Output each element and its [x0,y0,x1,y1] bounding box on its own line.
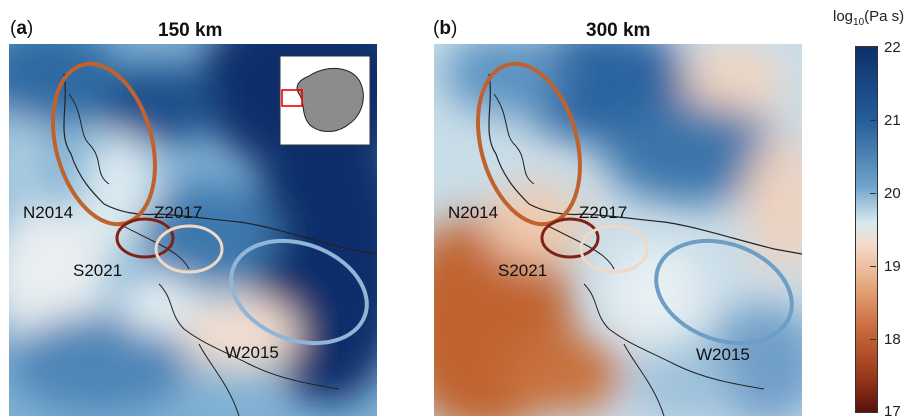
colorbar-tick-label: 17 [884,403,901,420]
panel-a-letter: (a) [10,18,34,39]
colorbar-tick-label: 18 [884,331,901,348]
colorbar-tick [870,266,876,267]
panel-b-letter: (b) [433,18,458,39]
label-w2015: W2015 [696,345,750,364]
colorbar-tick-label: 20 [884,185,901,202]
label-z2017: Z2017 [579,203,627,222]
region-z2017-ellipse [154,224,224,274]
label-w2015: W2015 [225,343,279,362]
panel-b-title: 300 km [586,20,651,41]
panel-b-map: N2014 Z2017 S2021 W2015 [434,44,802,416]
colorbar-tick-label: 22 [884,39,901,56]
region-w2015-ellipse [654,238,794,346]
colorbar-tick [870,47,876,48]
colorbar-title: log10(Pa s) [833,8,905,28]
label-n2014: N2014 [448,203,498,222]
region-s2021-ellipse [115,217,175,259]
label-z2017: Z2017 [154,203,202,222]
colorbar [855,46,878,413]
label-n2014: N2014 [23,203,73,222]
label-s2021: S2021 [498,261,547,280]
colorbar-tick-label: 21 [884,112,901,129]
region-z2017-ellipse [579,224,649,274]
colorbar-tick [870,193,876,194]
colorbar-tick [870,339,876,340]
panel-a-map: N2014 Z2017 S2021 W2015 [9,44,377,416]
panel-a-title: 150 km [158,20,223,41]
colorbar-tick-label: 19 [884,258,901,275]
label-s2021: S2021 [73,261,122,280]
region-s2021-ellipse [540,217,600,259]
colorbar-tick [870,120,876,121]
region-w2015-ellipse [229,238,369,346]
antarctica-inset [279,55,371,146]
